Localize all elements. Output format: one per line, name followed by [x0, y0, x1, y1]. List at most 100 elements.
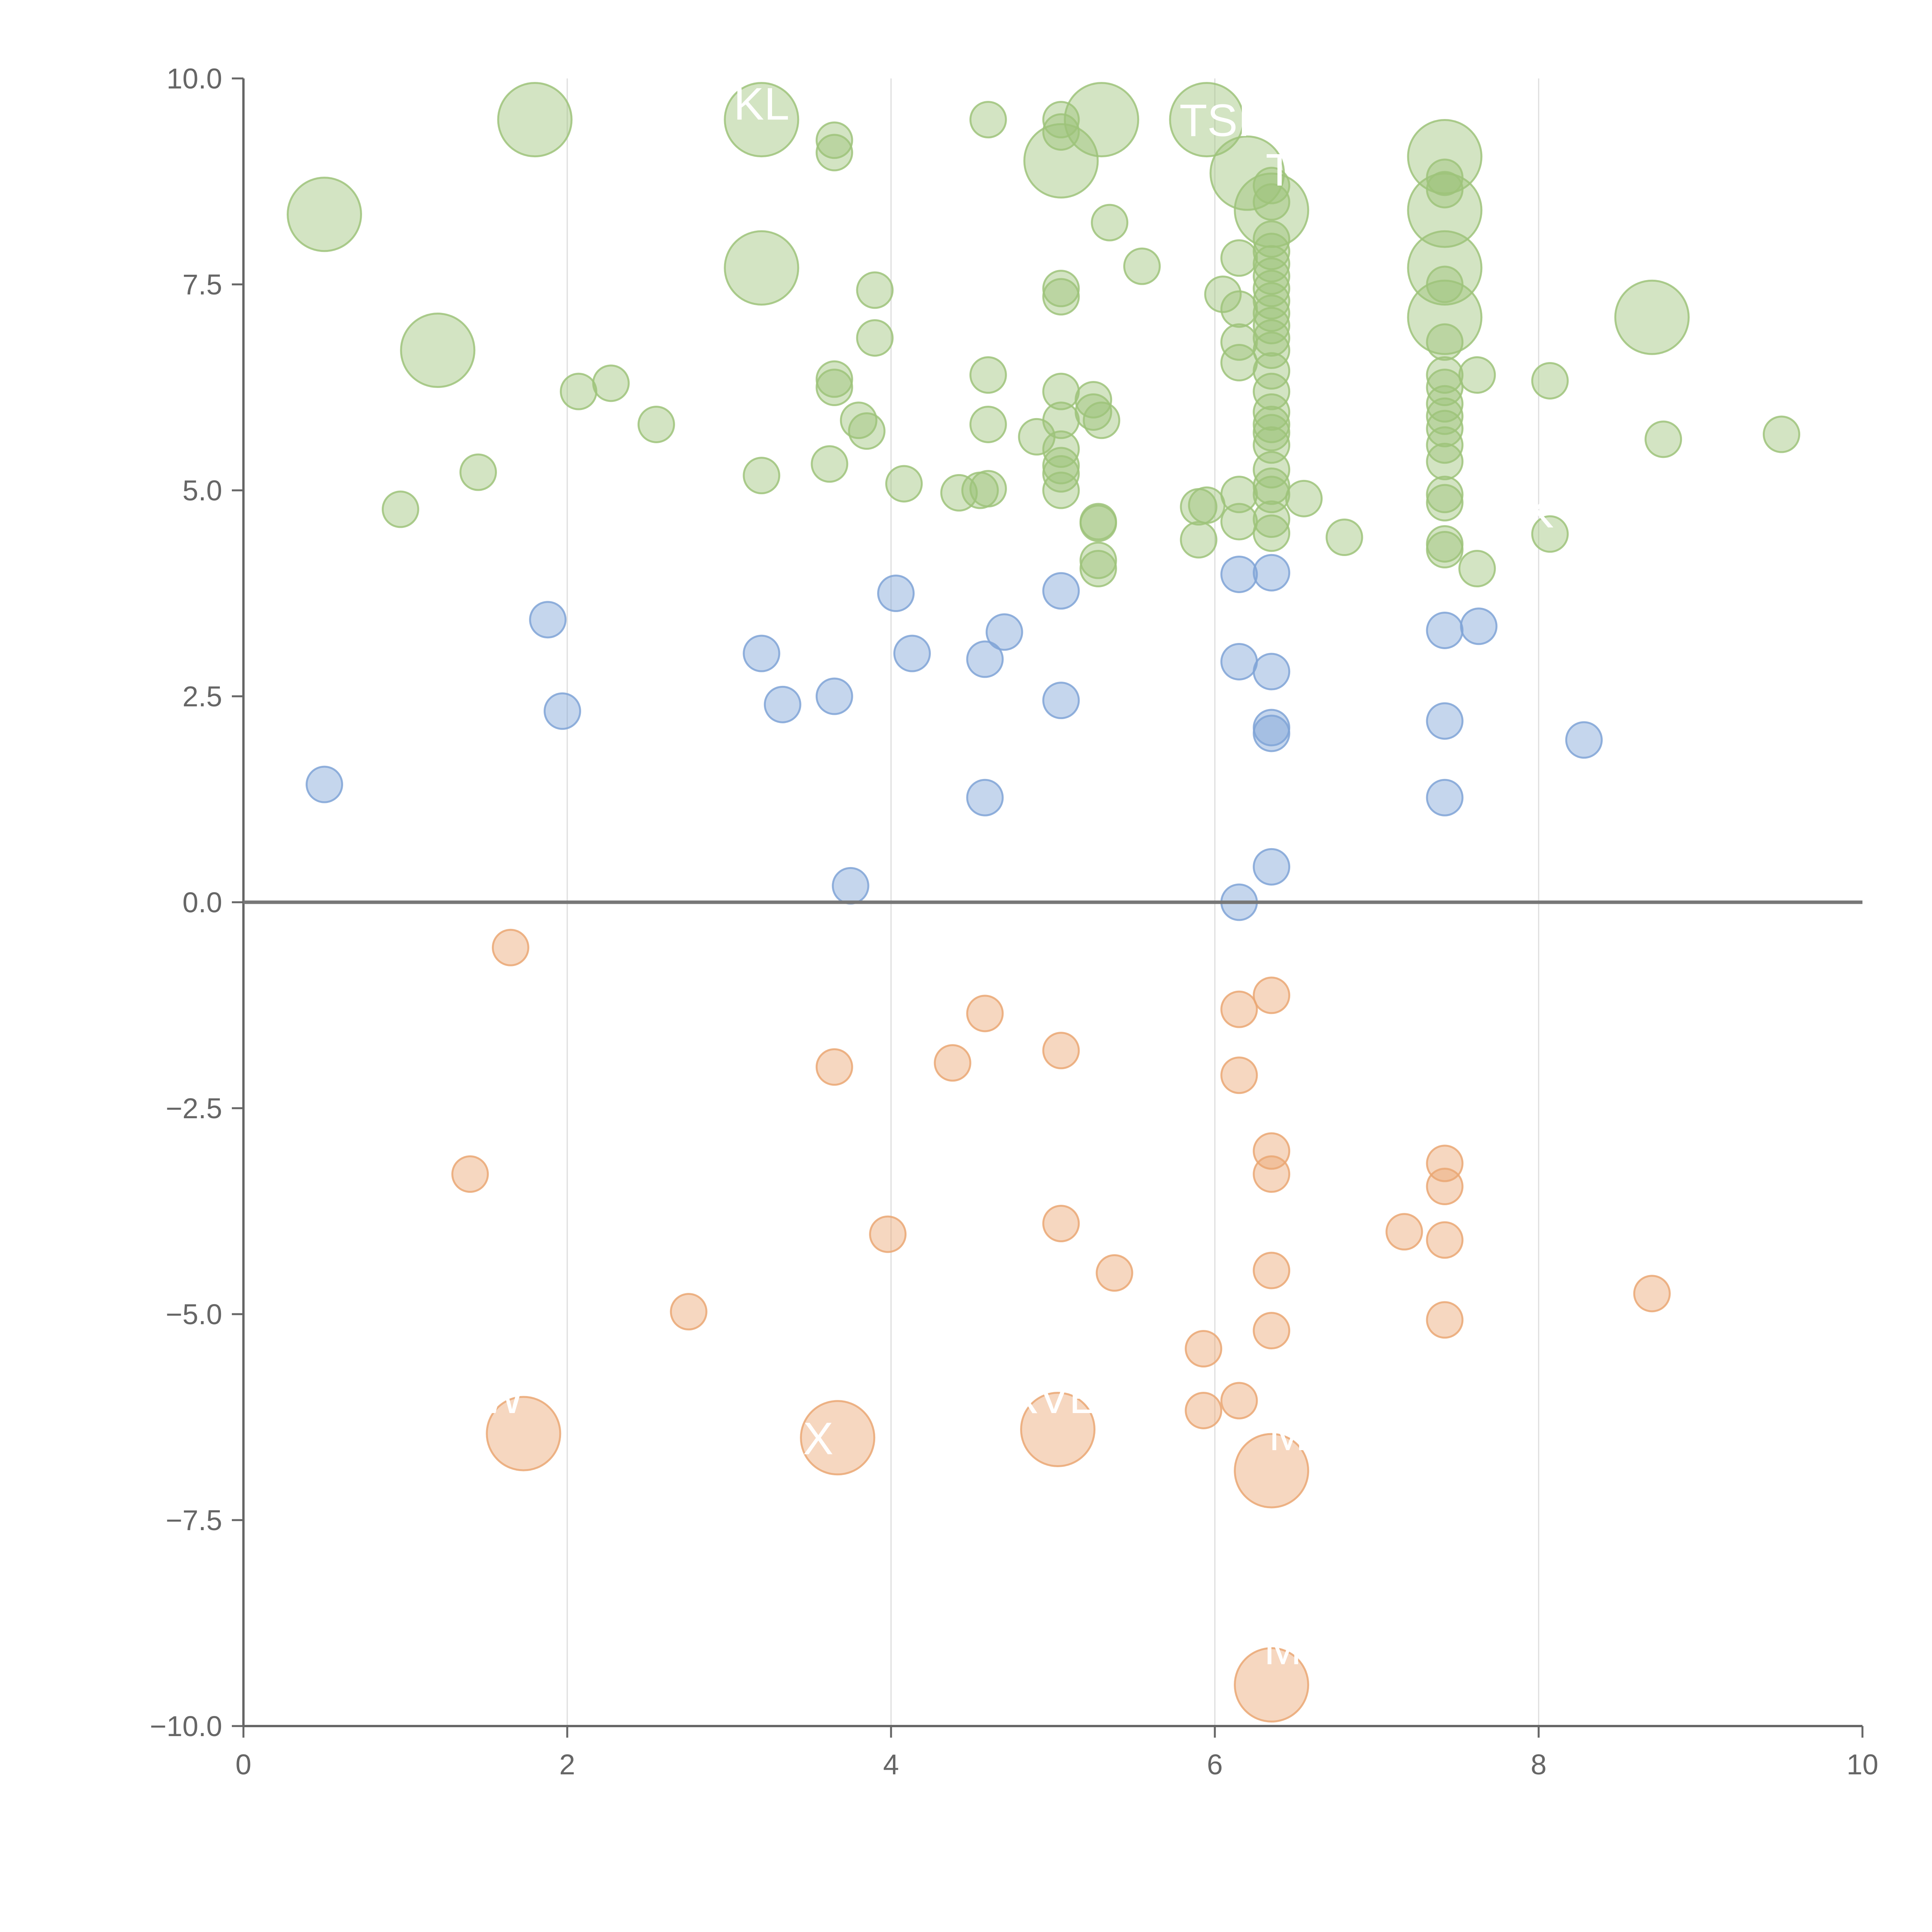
- bubble-high: [497, 82, 573, 158]
- bubble-low: [1253, 976, 1291, 1014]
- x-tick-label: 10: [1847, 1748, 1878, 1781]
- bubble-mid: [306, 765, 343, 803]
- bubble-mid: [1426, 702, 1464, 740]
- bubble-mid: [1220, 555, 1258, 593]
- bubble-mid: [985, 613, 1023, 651]
- bubble-low: [1253, 1132, 1291, 1170]
- bubble-high: [1253, 514, 1291, 552]
- bubble-high: [1083, 401, 1121, 439]
- bubble-low: [934, 1044, 971, 1082]
- bubble-low: [1185, 1391, 1223, 1429]
- bubble-high: [969, 356, 1007, 394]
- bubble-high: [1169, 82, 1245, 158]
- bubble-text-label: TSI: [1179, 95, 1250, 146]
- bubble-low: [1220, 1056, 1258, 1094]
- y-tick-label: 0.0: [182, 886, 222, 918]
- y-tick-label: −5.0: [166, 1298, 222, 1330]
- bubble-mid: [1426, 611, 1464, 649]
- bubble-high: [1204, 276, 1242, 313]
- bubble-high: [811, 445, 849, 483]
- bubble-high: [592, 364, 630, 402]
- bubble-high: [287, 177, 362, 252]
- bubble-high: [459, 453, 497, 491]
- bubble-high: [1180, 521, 1218, 559]
- bubble-mid: [832, 867, 869, 905]
- bubble-high: [1075, 381, 1112, 418]
- bubble-high: [1079, 504, 1117, 542]
- bubble-high: [1220, 239, 1258, 277]
- x-tick-label: 0: [235, 1748, 251, 1781]
- y-tick-label: 2.5: [182, 680, 222, 713]
- bubble-high: [1426, 442, 1464, 480]
- bubble-high: [1188, 486, 1226, 524]
- bubble-high: [1253, 467, 1291, 505]
- bubble-mid: [966, 779, 1004, 816]
- bubble-mid: [1426, 779, 1464, 816]
- bubble-mid: [893, 634, 931, 672]
- bubble-high: [856, 271, 894, 309]
- bubble-high: [1426, 426, 1464, 464]
- x-tick-label: 2: [559, 1748, 575, 1781]
- bubble-high: [1042, 101, 1080, 139]
- bubble-text-label: W: [481, 1372, 524, 1423]
- bubble-low: [966, 995, 1004, 1032]
- bubble-mid: [1460, 607, 1498, 645]
- bubble-low: [1220, 990, 1258, 1028]
- bubble-low: [1253, 1312, 1291, 1350]
- bubble-high: [969, 101, 1007, 139]
- bubble-high: [724, 82, 799, 158]
- bubble-low: [800, 1400, 876, 1476]
- bubble-mid: [877, 575, 915, 612]
- bubble-mid: [815, 677, 853, 715]
- bubble-high: [885, 465, 923, 503]
- bubble-high: [1042, 471, 1080, 509]
- bubble-low: [1253, 1252, 1291, 1289]
- bubble-high: [815, 121, 853, 159]
- bubble-high: [1253, 183, 1291, 221]
- bubble-high: [815, 134, 853, 172]
- bubble-low: [1234, 1433, 1310, 1509]
- bubble-low: [670, 1293, 707, 1331]
- bubble-high: [1042, 401, 1080, 439]
- bubble-high: [1253, 372, 1291, 410]
- bubble-mid: [966, 640, 1004, 678]
- bubble-mid: [1042, 572, 1080, 610]
- bubble-high: [1645, 420, 1682, 458]
- bubble-high: [560, 372, 597, 410]
- bubble-high: [1763, 415, 1800, 453]
- x-tick-label: 8: [1531, 1748, 1546, 1781]
- bubble-high: [1426, 158, 1464, 196]
- bubble-high: [1253, 393, 1291, 431]
- bubble-high: [1253, 167, 1291, 204]
- bubble-low: [1633, 1275, 1671, 1313]
- bubble-high: [1253, 332, 1291, 369]
- bubble-low: [1185, 1330, 1223, 1368]
- bubble-high: [1531, 362, 1569, 400]
- bubble-mid: [1042, 682, 1080, 719]
- y-tick-label: −7.5: [166, 1504, 222, 1536]
- bubble-high: [1079, 541, 1117, 579]
- bubble-low: [1220, 1382, 1258, 1420]
- bubble-mid: [1220, 643, 1258, 680]
- bubble-high: [1042, 113, 1080, 151]
- bubble-high: [1023, 123, 1099, 199]
- bubble-high: [1531, 515, 1569, 553]
- bubble-high: [1614, 279, 1690, 355]
- bubble-high: [1426, 397, 1464, 435]
- bubble-high: [1079, 550, 1117, 588]
- bubble-high: [1042, 278, 1080, 316]
- bubble-high: [1253, 405, 1291, 443]
- bubble-low: [451, 1155, 489, 1193]
- x-tick-label: 4: [883, 1748, 899, 1781]
- bubble-high: [1426, 265, 1464, 303]
- bubble-low: [1042, 1032, 1080, 1070]
- bubble-high: [856, 319, 894, 357]
- bubble-high: [1042, 270, 1080, 308]
- bubble-mid: [1253, 714, 1291, 752]
- y-tick-label: 5.0: [182, 474, 222, 507]
- bubble-high: [1426, 369, 1464, 406]
- bubble-mid: [529, 601, 567, 639]
- bubble-text-label: KL: [734, 79, 789, 130]
- bubble-high: [400, 313, 476, 388]
